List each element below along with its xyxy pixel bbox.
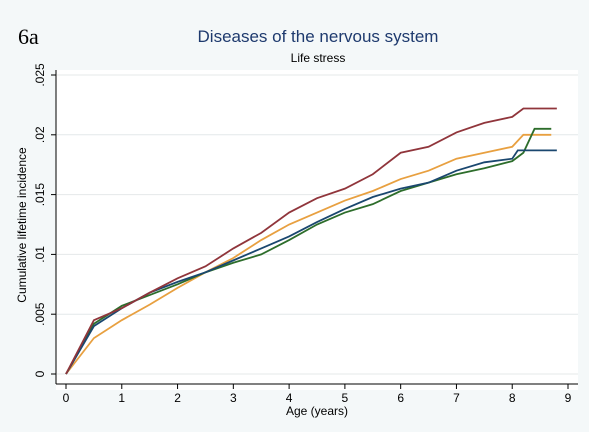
plot-area xyxy=(56,70,578,390)
x-tick-label: 4 xyxy=(286,391,293,405)
panel-label: 6a xyxy=(18,24,39,49)
x-tick-label: 6 xyxy=(397,391,404,405)
y-tick-label: .005 xyxy=(33,302,47,326)
y-axis-label: Cumulative lifetime incidence xyxy=(15,147,29,303)
x-tick-label: 0 xyxy=(63,391,70,405)
y-tick-label: .025 xyxy=(33,63,47,87)
x-tick-label: 9 xyxy=(565,391,572,405)
line-series xyxy=(65,107,557,375)
chart-subtitle: Life stress xyxy=(291,51,346,65)
x-tick-label: 2 xyxy=(174,391,181,405)
y-tick-label: .02 xyxy=(33,126,47,143)
chart-title: Diseases of the nervous system xyxy=(198,27,439,46)
y-tick-label: .01 xyxy=(33,246,47,263)
x-tick-label: 5 xyxy=(342,391,349,405)
x-tick-label: 1 xyxy=(118,391,125,405)
x-tick-label: 3 xyxy=(230,391,237,405)
line-series xyxy=(65,133,552,375)
x-tick-label: 7 xyxy=(453,391,460,405)
line-series xyxy=(65,127,552,375)
y-tick-label: .015 xyxy=(33,183,47,207)
x-tick-label: 8 xyxy=(509,391,516,405)
x-axis-label: Age (years) xyxy=(286,404,348,418)
y-tick-label: 0 xyxy=(33,370,47,377)
